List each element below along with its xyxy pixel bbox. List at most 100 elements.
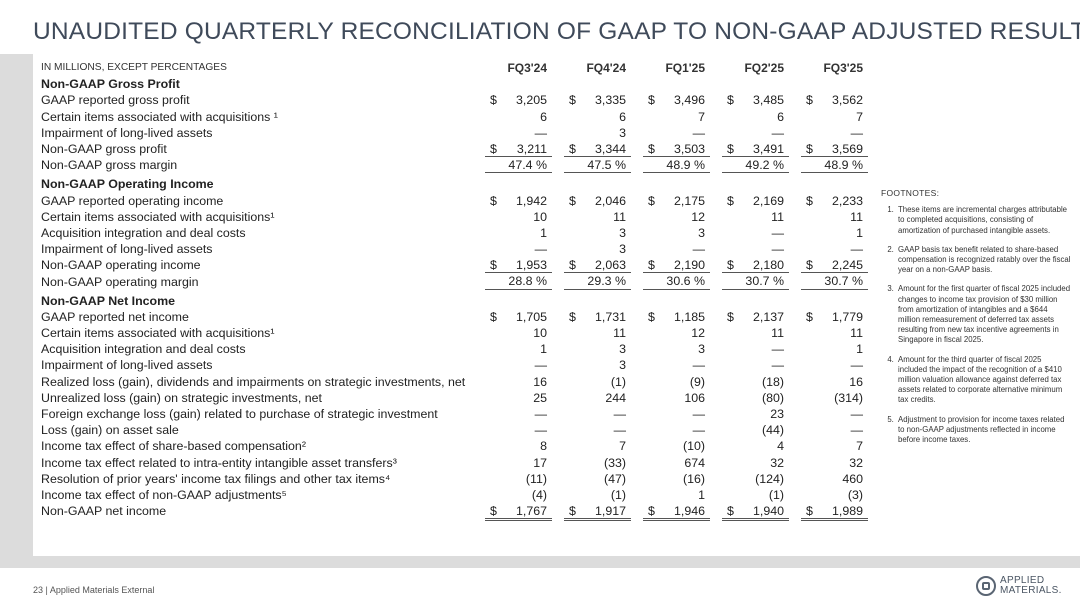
dollar-sign: $ — [569, 141, 576, 156]
value-cell: 1 — [797, 225, 876, 241]
dollar-sign: $ — [490, 309, 497, 324]
row-label: Non-GAAP gross margin — [41, 158, 178, 173]
margin-underline — [485, 172, 552, 174]
value-cell: 16 — [481, 374, 560, 390]
cell-value: 7 — [698, 109, 705, 124]
dollar-sign: $ — [727, 93, 734, 108]
value-cell: $1,779 — [797, 309, 876, 325]
dollar-sign: $ — [806, 258, 813, 273]
cell-value: 30.7 % — [824, 274, 863, 289]
table-row: Realized loss (gain), dividends and impa… — [41, 374, 876, 390]
value-cell: 3 — [560, 241, 639, 257]
section-label: Non-GAAP Gross Profit — [41, 77, 180, 92]
cell-value: 4 — [777, 439, 784, 454]
row-label: Non-GAAP net income — [41, 504, 167, 519]
cell-value: 1,185 — [673, 309, 705, 324]
dollar-sign: $ — [806, 504, 813, 519]
cell-value: 1,989 — [831, 504, 863, 519]
cell-value: 3 — [619, 242, 626, 257]
table-header-row: IN MILLIONS, EXCEPT PERCENTAGES FQ3'24 F… — [41, 60, 876, 76]
cell-value: (10) — [682, 439, 705, 454]
page-title: UNAUDITED QUARTERLY RECONCILIATION OF GA… — [33, 18, 1080, 45]
value-cell: $1,767 — [481, 503, 560, 522]
table-row: GAAP reported net income $1,705 $1,731 $1,1… — [41, 309, 876, 325]
value-cell: $1,946 — [639, 503, 718, 522]
value-cell: 28.8 % — [481, 273, 560, 290]
footnotes-list: These items are incremental charges attr… — [881, 205, 1071, 445]
cell-value: — — [613, 406, 626, 421]
value-cell — [560, 290, 639, 309]
cell-value: — — [534, 242, 547, 257]
value-cell: 7 — [560, 438, 639, 454]
value-cell: (9) — [639, 374, 718, 390]
value-cell: — — [481, 125, 560, 141]
footnote-item: Amount for the third quarter of fiscal 2… — [896, 355, 1071, 406]
cell-value: 25 — [533, 390, 547, 405]
logo-mark-icon — [976, 576, 996, 596]
value-cell: 12 — [639, 325, 718, 341]
table-row: Impairment of long-lived assets — 3 — — — — [41, 241, 876, 257]
value-cell — [639, 173, 718, 192]
cell-value: 47.5 % — [587, 158, 626, 173]
cell-value: 1 — [540, 225, 547, 240]
value-cell: $1,989 — [797, 503, 876, 522]
value-cell: $3,503 — [639, 141, 718, 158]
cell-value: 23 — [770, 406, 784, 421]
margin-underline — [722, 288, 789, 290]
cell-value: — — [771, 242, 784, 257]
cell-value: 3,211 — [516, 141, 547, 156]
value-cell: 106 — [639, 390, 718, 406]
section-label: Non-GAAP Operating Income — [41, 177, 214, 192]
cell-value: 1,779 — [831, 309, 863, 324]
cell-value: — — [692, 242, 705, 257]
value-cell: 7 — [639, 109, 718, 125]
cell-value: (16) — [682, 471, 705, 486]
value-cell: — — [797, 406, 876, 422]
section-header-row: Non-GAAP Operating Income — [41, 173, 876, 192]
dollar-sign: $ — [648, 309, 655, 324]
cell-value: 1,731 — [594, 309, 626, 324]
value-cell: 48.9 % — [639, 157, 718, 174]
dollar-sign: $ — [648, 258, 655, 273]
margin-underline — [801, 172, 868, 174]
row-label: Income tax effect of share-based compens… — [41, 439, 306, 454]
cell-value: 2,190 — [673, 258, 705, 273]
cell-value: (80) — [761, 390, 784, 405]
table-row: Unrealized loss (gain) on strategic inve… — [41, 390, 876, 406]
value-cell: 23 — [718, 406, 797, 422]
table-row: GAAP reported operating income $1,942 $2,0… — [41, 193, 876, 209]
dollar-sign: $ — [727, 504, 734, 519]
total-underline — [722, 156, 789, 158]
value-cell: $2,137 — [718, 309, 797, 325]
row-label: Unrealized loss (gain) on strategic inve… — [41, 390, 322, 405]
cell-value: 11 — [850, 326, 863, 340]
cell-value: 674 — [684, 455, 705, 470]
dollar-sign: $ — [648, 93, 655, 108]
value-cell: 32 — [797, 455, 876, 471]
cell-value: (1) — [610, 374, 626, 389]
value-cell: 4 — [718, 438, 797, 454]
cell-value: 7 — [856, 109, 863, 124]
value-cell: (16) — [639, 471, 718, 487]
value-cell: (1) — [560, 487, 639, 503]
value-cell: (314) — [797, 390, 876, 406]
row-label: Non-GAAP gross profit — [41, 142, 167, 157]
cell-value: 3 — [698, 342, 705, 357]
margin-underline — [643, 172, 710, 174]
value-cell: $3,562 — [797, 92, 876, 108]
table-row: Income tax effect of share-based compens… — [41, 438, 876, 454]
cell-value: — — [613, 423, 626, 438]
value-cell: $1,705 — [481, 309, 560, 325]
quarter-header: FQ1'25 — [665, 61, 705, 76]
cell-value: (314) — [834, 390, 863, 405]
value-cell: 16 — [797, 374, 876, 390]
value-cell: 3 — [639, 341, 718, 357]
value-cell: — — [718, 357, 797, 373]
cell-value: 2,137 — [752, 309, 784, 324]
footnotes: FOOTNOTES: These items are incremental c… — [881, 188, 1071, 454]
cell-value: 17 — [533, 455, 547, 470]
logo-text: APPLIED MATERIALS. — [1000, 576, 1062, 596]
cell-value: 16 — [849, 374, 863, 389]
value-cell: — — [797, 241, 876, 257]
cell-value: 49.2 % — [745, 158, 784, 173]
